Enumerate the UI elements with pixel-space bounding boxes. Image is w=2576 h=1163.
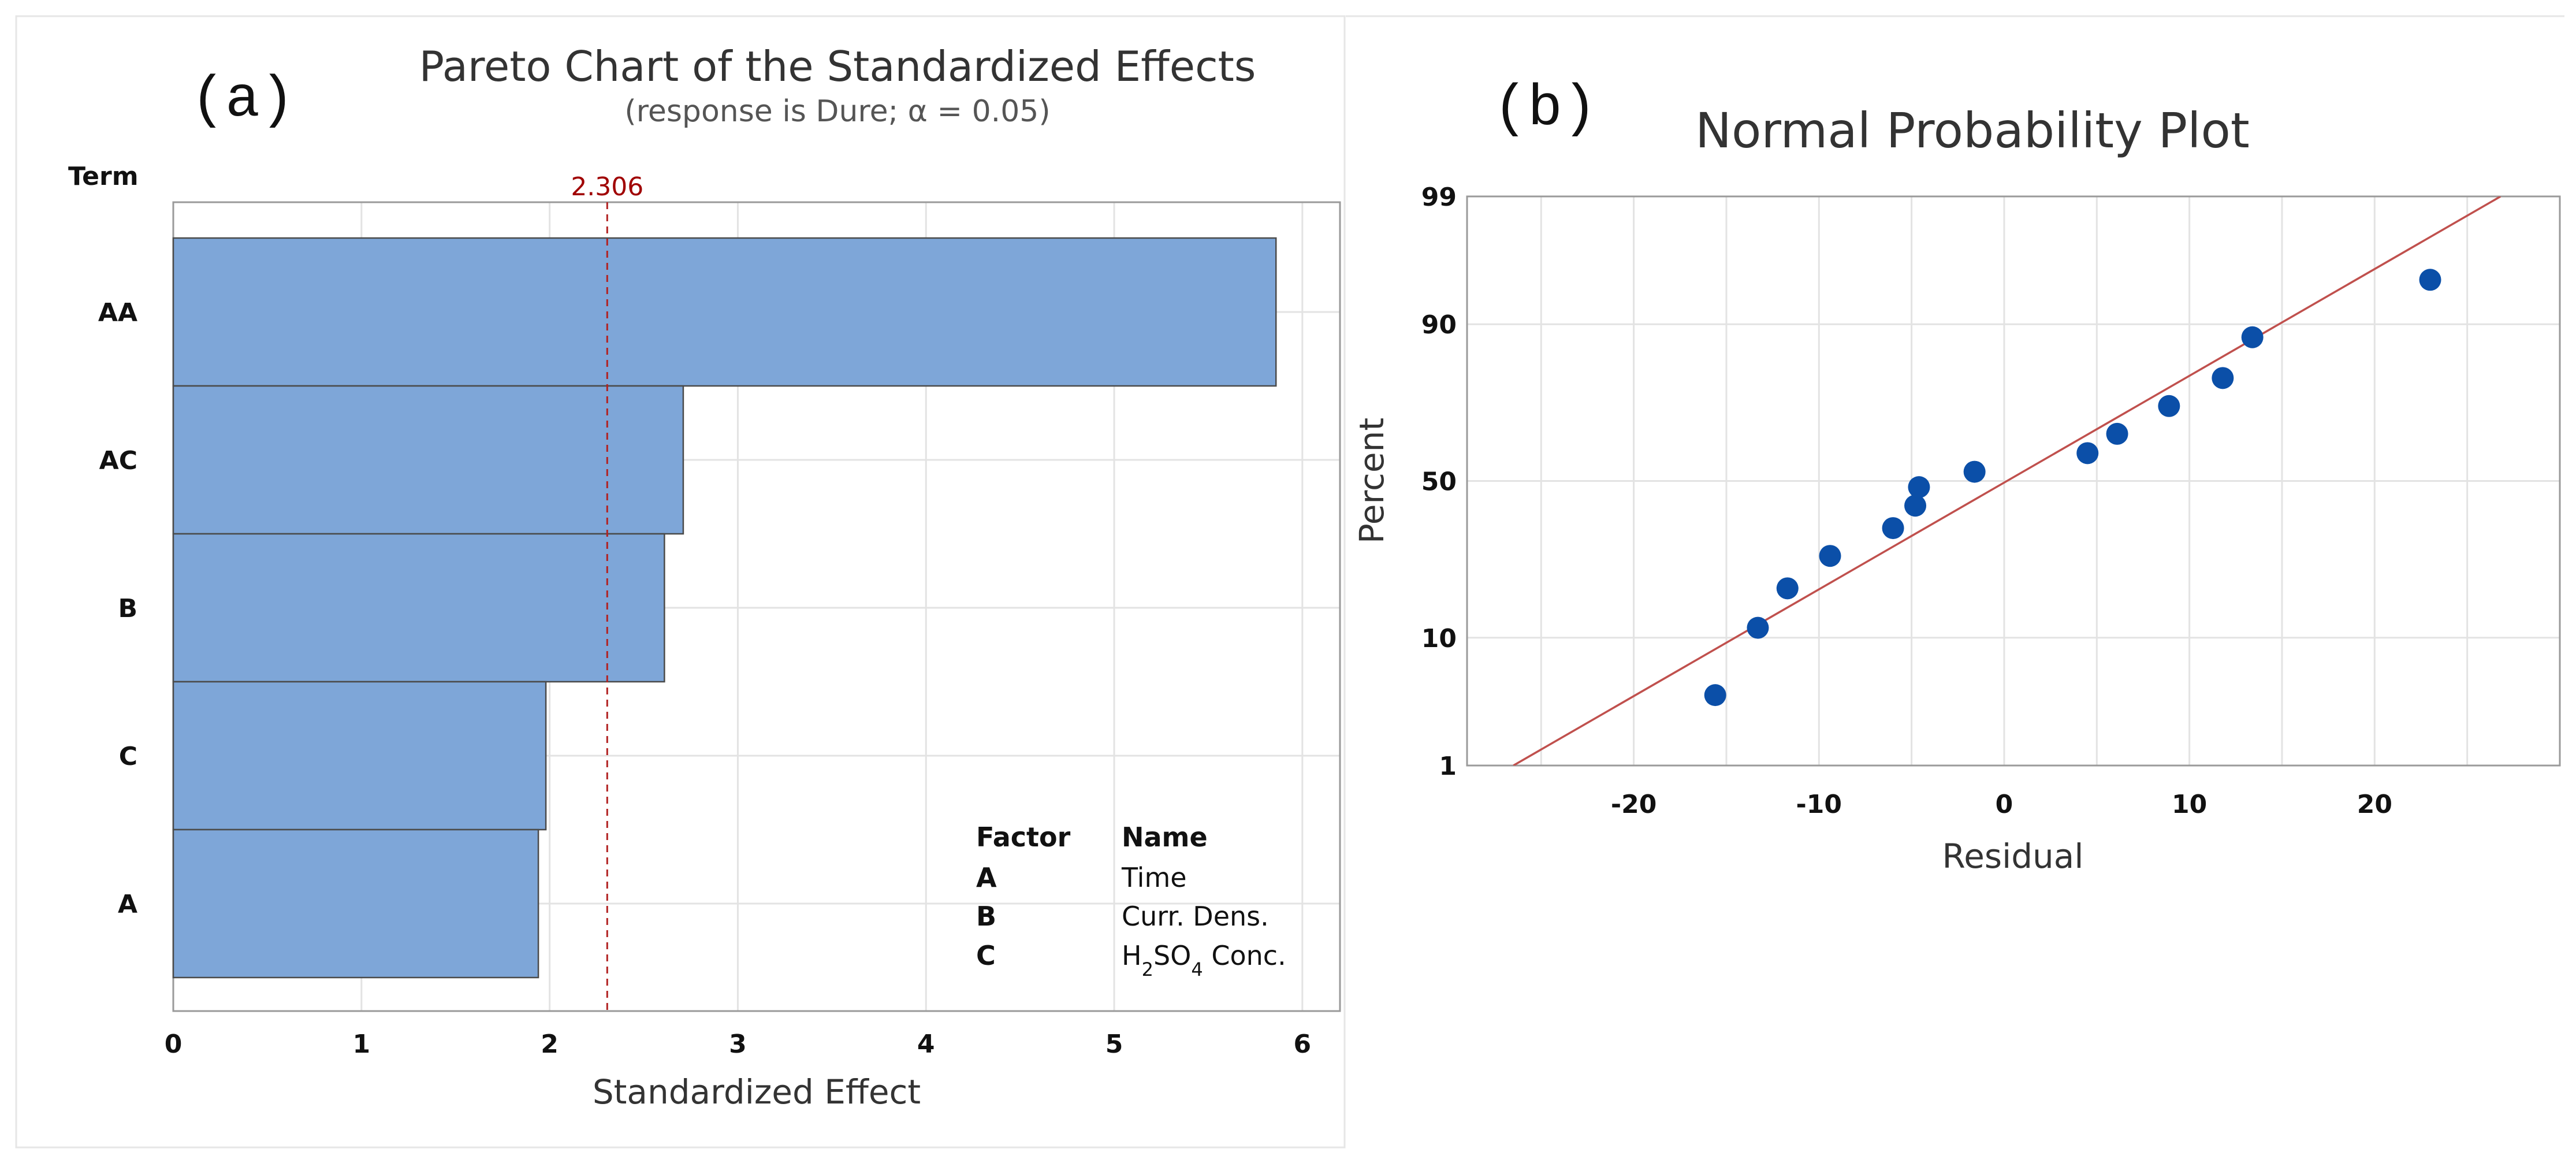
residual-point [1747, 616, 1769, 639]
legend-name-a: Time [1121, 862, 1187, 893]
pareto-category-label: C [119, 742, 137, 771]
pareto-x-tick: 0 [165, 1030, 183, 1059]
pareto-subtitle: (response is Dure; α = 0.05) [624, 94, 1050, 129]
pareto-category-label: A [118, 890, 137, 919]
residual-point [1904, 495, 1927, 517]
pareto-bar-ac [172, 385, 684, 535]
npp-y-tick: 10 [1421, 624, 1457, 653]
residual-point [2106, 422, 2128, 445]
pareto-x-tick: 6 [1294, 1030, 1312, 1059]
npp-x-tick: 20 [2357, 790, 2392, 819]
pareto-x-tick: 1 [352, 1030, 370, 1059]
pareto-bar-c [172, 681, 547, 831]
legend-name-b: Curr. Dens. [1122, 901, 1269, 932]
npp-x-tick: -20 [1611, 790, 1657, 819]
legend-header-factor: Factor [976, 822, 1071, 853]
npp-y-axis-label: Percent [1352, 418, 1391, 544]
term-label: Term [68, 162, 139, 191]
residual-point [1819, 545, 1841, 567]
npp-x-axis-label: Residual [1942, 837, 2084, 876]
normal-probability-plot: (b) Normal Probability Plot 1 10 50 90 99 -2… [1352, 77, 2561, 876]
pareto-x-tick: 5 [1105, 1030, 1123, 1059]
pareto-title: Pareto Chart of the Standardized Effects [419, 42, 1256, 91]
npp-y-tick: 99 [1421, 183, 1457, 212]
reference-line-label: 2.306 [571, 172, 643, 202]
residual-point [1963, 460, 1986, 483]
legend-name-c: H2SO4 Conc. [1122, 940, 1286, 980]
npp-x-tick: 10 [2172, 790, 2207, 819]
residual-point [2212, 367, 2234, 389]
npp-title: Normal Probability Plot [1695, 102, 2250, 159]
npp-x-tick: -10 [1796, 790, 1842, 819]
factor-legend: Factor Name A Time B Curr. Dens. C H2SO4… [976, 822, 1286, 980]
pareto-bar-a [172, 828, 539, 979]
npp-plot-area [1466, 195, 2561, 767]
residual-point [1704, 684, 1726, 707]
pareto-bar-b [172, 533, 665, 683]
npp-y-tick: 50 [1421, 467, 1457, 497]
pareto-category-label: B [118, 594, 137, 623]
panel-label-a: (a) [191, 68, 295, 133]
residual-point [1908, 476, 1930, 499]
panel-label-b: (b) [1493, 77, 1597, 142]
residual-point [2076, 442, 2099, 465]
legend-factor-b: B [976, 901, 996, 932]
pareto-category-label: AC [99, 446, 137, 475]
normal-fit-line [1513, 196, 2501, 766]
legend-factor-c: C [976, 940, 996, 971]
pareto-category-label: AA [98, 298, 137, 328]
pareto-x-axis-label: Standardized Effect [593, 1072, 921, 1112]
pareto-x-tick: 4 [917, 1030, 935, 1059]
pareto-x-tick: 2 [541, 1030, 559, 1059]
pareto-bar-aa [172, 237, 1277, 387]
panel-a-frame [15, 15, 1346, 1149]
residual-point [2419, 269, 2441, 291]
pareto-x-tick: 3 [729, 1030, 747, 1059]
npp-y-tick: 90 [1421, 310, 1457, 340]
residual-point [2241, 326, 2264, 348]
residual-point [1882, 517, 1904, 540]
pareto-chart: (a) Pareto Chart of the Standardized Eff… [68, 42, 1341, 1112]
residual-point [1776, 577, 1799, 600]
legend-header-name: Name [1122, 822, 1208, 853]
legend-factor-a: A [976, 862, 997, 893]
npp-y-tick: 1 [1439, 752, 1457, 781]
residual-point [2158, 395, 2180, 417]
npp-x-tick: 0 [1996, 790, 2013, 819]
